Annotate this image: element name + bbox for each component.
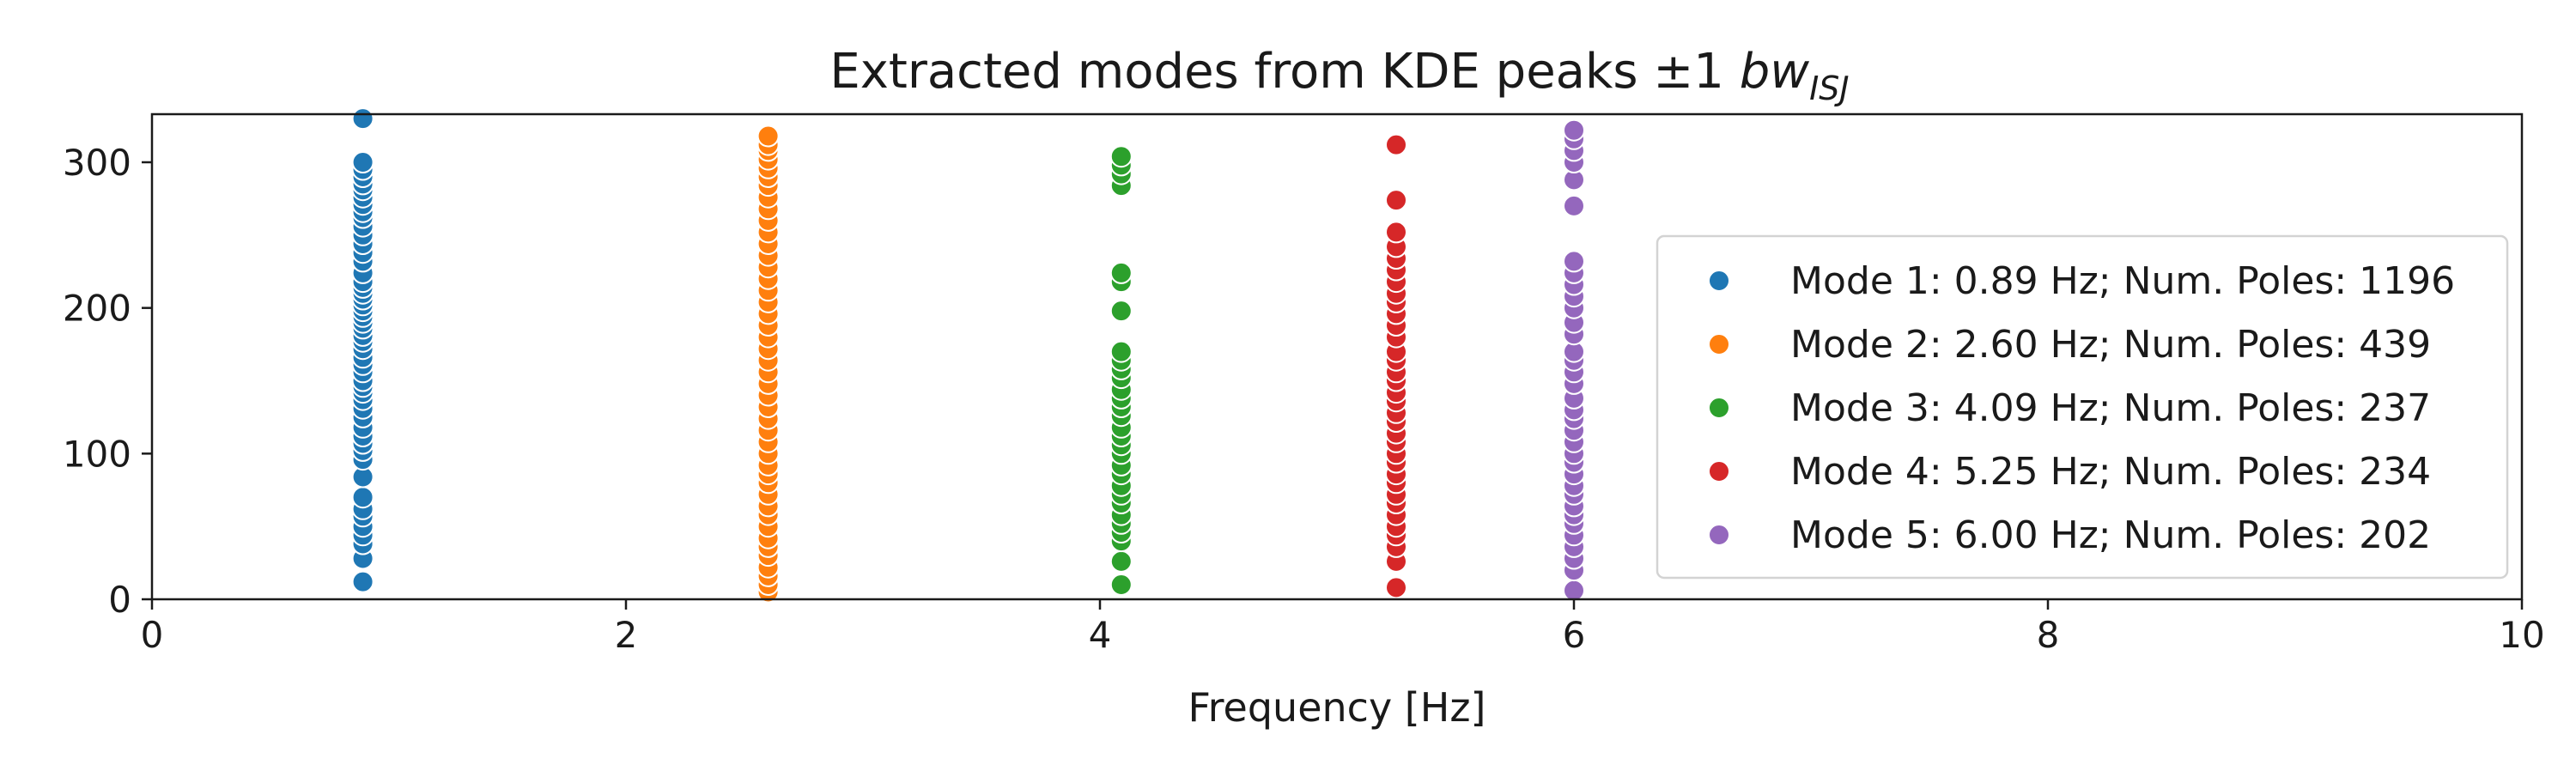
mode-5-point-29 bbox=[1563, 250, 1585, 273]
legend-label: Mode 1: 0.89 Hz; Num. Poles: 1196 bbox=[1790, 259, 2455, 303]
series-5-points bbox=[1563, 118, 1585, 602]
series-1-points bbox=[351, 107, 374, 593]
legend-label: Mode 2: 2.60 Hz; Num. Poles: 439 bbox=[1790, 323, 2431, 367]
series-3-points bbox=[1109, 145, 1133, 596]
mode-4-point-33 bbox=[1385, 189, 1407, 212]
series-4-points bbox=[1385, 133, 1407, 599]
mode-4-point-1 bbox=[1385, 576, 1407, 599]
mode-3-point-1 bbox=[1109, 574, 1133, 596]
chart-title-math-subscript: ISJ bbox=[1809, 70, 1850, 107]
legend-marker bbox=[1708, 333, 1730, 355]
mode-4-point-32 bbox=[1385, 221, 1407, 244]
legend-marker bbox=[1708, 524, 1730, 546]
y-axis: 0 100 200 300 bbox=[63, 142, 152, 621]
legend-item-mode-1: Mode 1: 0.89 Hz; Num. Poles: 1196 bbox=[1708, 259, 2455, 303]
legend-item-mode-4: Mode 4: 5.25 Hz; Num. Poles: 234 bbox=[1708, 450, 2431, 494]
legend: Mode 1: 0.89 Hz; Num. Poles: 1196 Mode 2:… bbox=[1656, 234, 2509, 580]
mode-3-point-30 bbox=[1109, 145, 1133, 168]
mode-4-point-34 bbox=[1385, 133, 1407, 156]
legend-item-mode-5: Mode 5: 6.00 Hz; Num. Poles: 202 bbox=[1708, 513, 2431, 557]
y-tick-label: 100 bbox=[63, 433, 131, 475]
legend-label: Mode 4: 5.25 Hz; Num. Poles: 234 bbox=[1790, 450, 2431, 494]
legend-box bbox=[1656, 234, 2509, 580]
legend-marker bbox=[1708, 397, 1730, 419]
mode-3-point-23 bbox=[1109, 340, 1133, 363]
chart-title-math-base: bw bbox=[1740, 44, 1810, 100]
chart-title-text: Extracted modes from KDE peaks ±1 bbox=[829, 44, 1739, 100]
x-tick-label: 10 bbox=[2499, 614, 2544, 656]
legend-label: Mode 5: 6.00 Hz; Num. Poles: 202 bbox=[1790, 513, 2431, 557]
mode-1-point-51 bbox=[351, 107, 374, 131]
mode-3-point-2 bbox=[1109, 549, 1133, 573]
legend-item-mode-3: Mode 3: 4.09 Hz; Num. Poles: 237 bbox=[1708, 386, 2431, 430]
mode-5-point-1 bbox=[1563, 579, 1585, 602]
mode-2-point-44 bbox=[756, 124, 780, 148]
y-tick-label: 200 bbox=[63, 288, 131, 330]
legend-label: Mode 3: 4.09 Hz; Num. Poles: 237 bbox=[1790, 386, 2431, 430]
x-tick-label: 2 bbox=[615, 614, 638, 656]
x-axis: 0 2 4 6 8 10 bbox=[141, 599, 2545, 656]
x-tick-label: 0 bbox=[141, 614, 164, 656]
mode-1-point-1 bbox=[351, 570, 374, 593]
y-tick-label: 300 bbox=[63, 142, 131, 184]
x-tick-label: 6 bbox=[1563, 614, 1586, 656]
legend-item-mode-2: Mode 2: 2.60 Hz; Num. Poles: 439 bbox=[1708, 323, 2431, 367]
mode-3-point-26 bbox=[1109, 261, 1133, 284]
mode-3-point-24 bbox=[1109, 300, 1133, 323]
y-tick-label: 0 bbox=[108, 579, 131, 621]
plot-area-frame bbox=[150, 112, 2524, 601]
x-tick-label: 8 bbox=[2037, 614, 2060, 656]
x-axis-label: Frequency [Hz] bbox=[1188, 684, 1486, 731]
mode-5-point-30 bbox=[1563, 194, 1585, 217]
mode-1-point-50 bbox=[351, 151, 374, 173]
legend-marker bbox=[1708, 460, 1730, 483]
data-points-layer bbox=[351, 107, 1585, 604]
mode-1-point-8 bbox=[351, 486, 374, 509]
chart-title: Extracted modes from KDE peaks ±1 bwISJ bbox=[829, 44, 1849, 107]
legend-marker bbox=[1708, 270, 1730, 292]
mode-5-point-35 bbox=[1563, 118, 1585, 142]
series-2-points bbox=[756, 124, 780, 604]
x-tick-label: 4 bbox=[1089, 614, 1112, 656]
